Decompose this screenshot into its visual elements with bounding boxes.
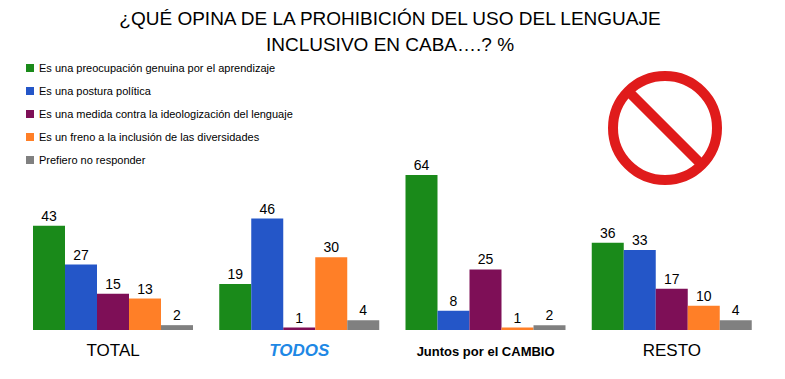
svg-text:4: 4 (732, 302, 740, 318)
svg-text:RESTO: RESTO (643, 341, 701, 360)
html-text:Es una medida contra la ideolo: Es una medida contra la ideologización d… (39, 107, 293, 120)
html-text:Es un freno a la inclusión de: Es un freno a la inclusión de las divers… (39, 130, 260, 143)
svg-text:25: 25 (478, 251, 494, 267)
svg-text:64: 64 (414, 157, 430, 173)
svg-text:8: 8 (450, 293, 458, 309)
html-text:¿QUÉ OPINA DE LA PROHIBICIÓN D: ¿QUÉ OPINA DE LA PROHIBICIÓN DEL USO DEL… (119, 8, 661, 55)
svg-text:TODOS: TODOS (269, 341, 330, 360)
svg-text:17: 17 (664, 271, 680, 287)
svg-text:36: 36 (600, 225, 616, 241)
svg-text:43: 43 (41, 208, 57, 224)
svg-text:4: 4 (359, 302, 367, 318)
svg-text:33: 33 (632, 232, 648, 248)
svg-text:TOTAL: TOTAL (87, 341, 140, 360)
html-text:Es una preocupación genuina po: Es una preocupación genuina por el apren… (39, 61, 276, 74)
svg-text:2: 2 (173, 307, 181, 323)
html-text:Es una postura política: Es una postura política (39, 84, 151, 97)
svg-text:19: 19 (227, 266, 243, 282)
svg-text:1: 1 (295, 310, 303, 326)
svg-text:27: 27 (73, 247, 89, 263)
svg-text:Juntos por el CAMBIO: Juntos por el CAMBIO (417, 344, 555, 359)
svg-text:15: 15 (105, 276, 121, 292)
svg-text:30: 30 (323, 239, 339, 255)
svg-text:2: 2 (546, 307, 554, 323)
svg-text:1: 1 (514, 310, 522, 326)
svg-text:10: 10 (696, 288, 712, 304)
svg-text:13: 13 (137, 281, 153, 297)
html-text:Prefiero no responder: Prefiero no responder (39, 153, 146, 166)
svg-text:46: 46 (259, 201, 275, 217)
